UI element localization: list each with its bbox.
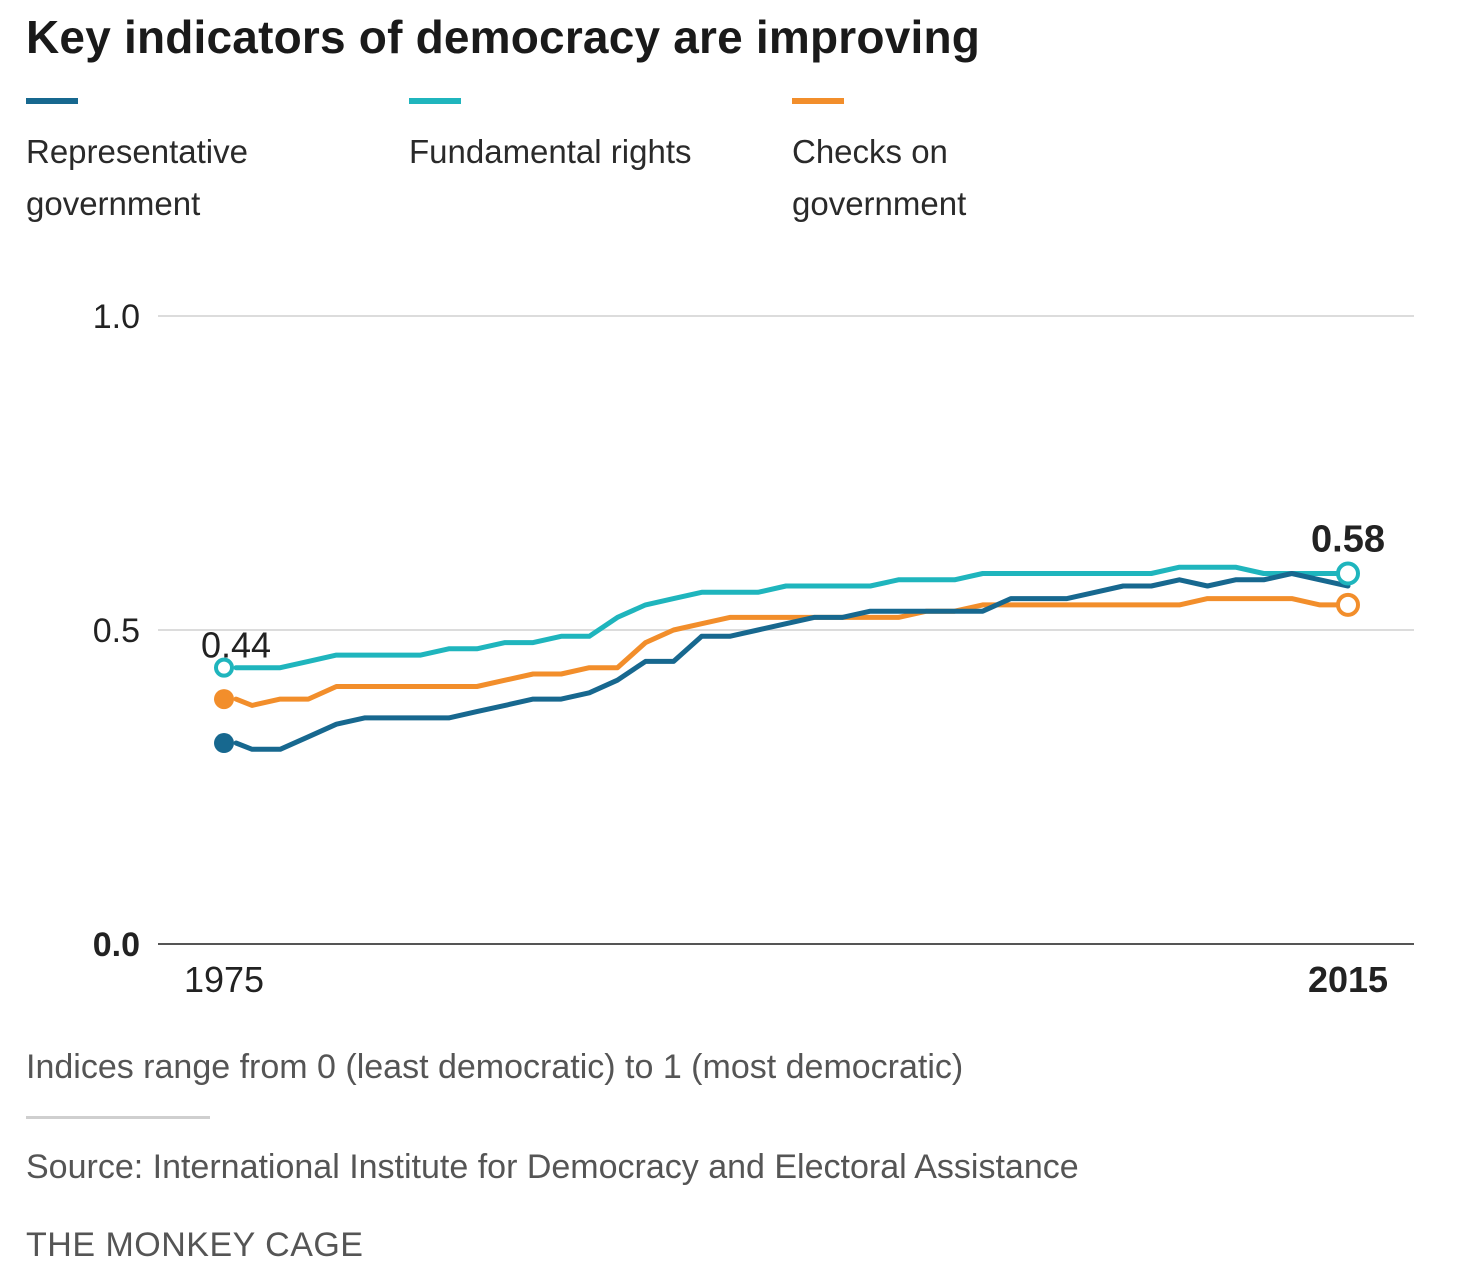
legend-item-fundamental-rights: Fundamental rights (409, 98, 769, 178)
series-layer (233, 564, 1351, 752)
end-marker (1336, 592, 1360, 617)
legend-item-checks-on-government: Checks on government (792, 98, 1152, 230)
x-tick-label: 2015 (1308, 959, 1388, 1000)
label-layer: 1.0 0.5 0.0 1975 2015 0.44 0.58 (93, 298, 1388, 1000)
chart-title: Key indicators of democracy are improvin… (26, 11, 981, 63)
legend-label-fundamental-rights: Fundamental rights (409, 133, 692, 170)
chart-note: Indices range from 0 (least democratic) … (26, 1048, 964, 1086)
series-line (233, 564, 1351, 671)
start-marker (214, 733, 234, 754)
legend-swatch-checks-on-government (792, 98, 844, 104)
start-marker (214, 689, 234, 710)
legend-label-representative-government: Representative government (26, 133, 248, 222)
end-value-label: 0.58 (1311, 518, 1385, 560)
y-tick-label: 1.0 (93, 298, 140, 336)
grid-layer (158, 315, 1414, 945)
source-credit: Source: International Institute for Demo… (26, 1148, 1079, 1186)
brand-label: THE MONKEY CAGE (26, 1226, 364, 1264)
legend-swatch-fundamental-rights (409, 98, 461, 104)
legend-item-representative-government: Representative government (26, 98, 386, 230)
footer-divider (26, 1116, 210, 1119)
start-marker (214, 657, 234, 678)
end-marker (1336, 561, 1360, 586)
legend-swatch-representative-government (26, 98, 78, 104)
y-tick-label: 0.5 (93, 612, 140, 650)
x-tick-label: 1975 (184, 959, 264, 1000)
series-line (233, 596, 1351, 708)
legend-label-checks-on-government: Checks on government (792, 133, 967, 222)
series-line (233, 571, 1351, 752)
start-value-label: 0.44 (201, 625, 271, 666)
line-chart: 1.0 0.5 0.0 1975 2015 0.44 0.58 (93, 298, 1414, 1000)
y-tick-label: 0.0 (93, 926, 140, 964)
marker-layer (214, 561, 1360, 754)
